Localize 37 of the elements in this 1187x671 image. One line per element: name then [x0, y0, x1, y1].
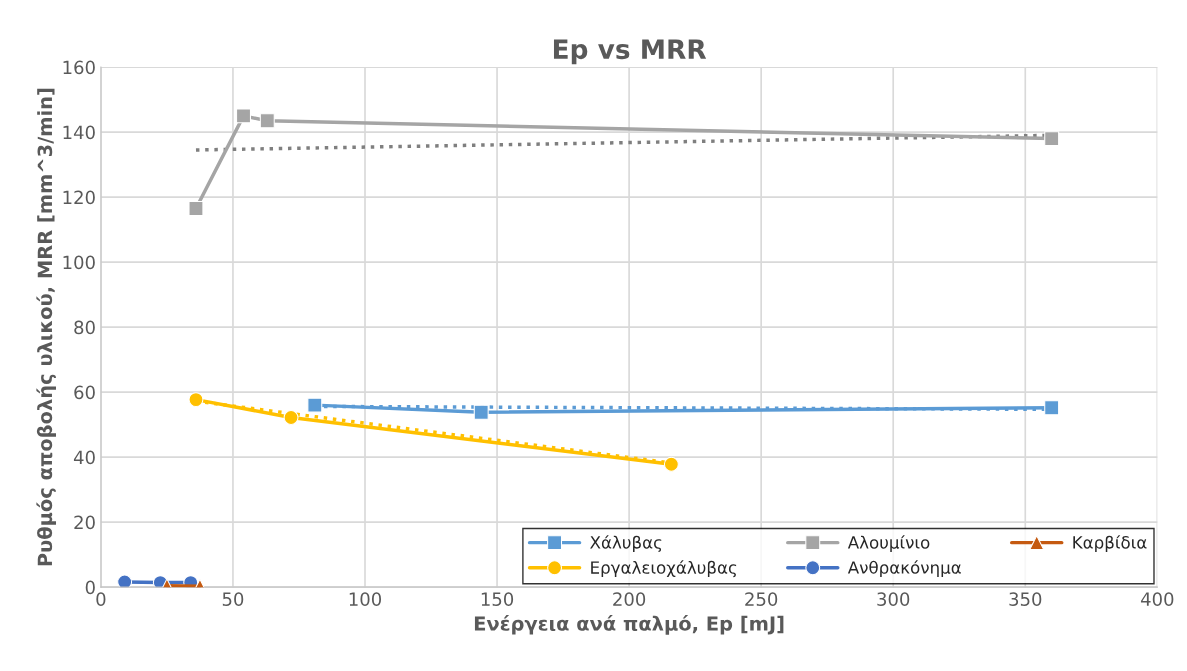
point [188, 201, 204, 216]
point [1044, 131, 1060, 147]
y-axis-title: Ρυθμός αποβολής υλικού, MRR [mm^3/min] [36, 88, 57, 566]
legend-label: Ανθρακόνημα [847, 560, 961, 578]
y-tick-label: 80 [74, 320, 95, 335]
x-tick-label: 50 [222, 592, 244, 606]
x-tick-label: 0 [96, 592, 106, 606]
y-tick-label: 120 [63, 190, 95, 205]
legend-label: Εργαλειοχάλυβας [591, 560, 737, 578]
legend-label: Αλουμίνιο [847, 535, 930, 552]
y-tick-label: 60 [74, 385, 95, 400]
point [283, 410, 299, 425]
x-tick-label: 300 [877, 592, 910, 606]
point [188, 392, 204, 408]
y-tick-label: 140 [63, 125, 95, 140]
y-tick-label: 20 [74, 515, 95, 530]
point [259, 113, 275, 129]
chart-title: Ep vs MRR [553, 39, 707, 65]
y-tick-label: 160 [63, 60, 95, 75]
x-tick-label: 250 [745, 592, 778, 606]
x-tick-label: 200 [613, 592, 646, 606]
point [1044, 400, 1060, 416]
point [663, 456, 679, 472]
point [236, 108, 251, 124]
legend-label: Καρβίδια [1073, 535, 1147, 552]
y-tick-label: 40 [73, 450, 95, 465]
x-tick-label: 100 [349, 592, 382, 606]
point [307, 397, 323, 413]
y-tick-label: 100 [63, 255, 95, 270]
legend-label: Χάλυβας [590, 535, 662, 552]
y-tick-label: 0 [85, 580, 95, 595]
x-tick-label: 350 [1009, 592, 1042, 606]
x-axis-title: Ενέργεια ανά παλμό, Ep [mJ] [474, 615, 784, 635]
point [117, 574, 133, 588]
x-tick-label: 150 [481, 592, 514, 606]
point [473, 404, 489, 420]
x-tick-label: 400 [1140, 592, 1174, 606]
